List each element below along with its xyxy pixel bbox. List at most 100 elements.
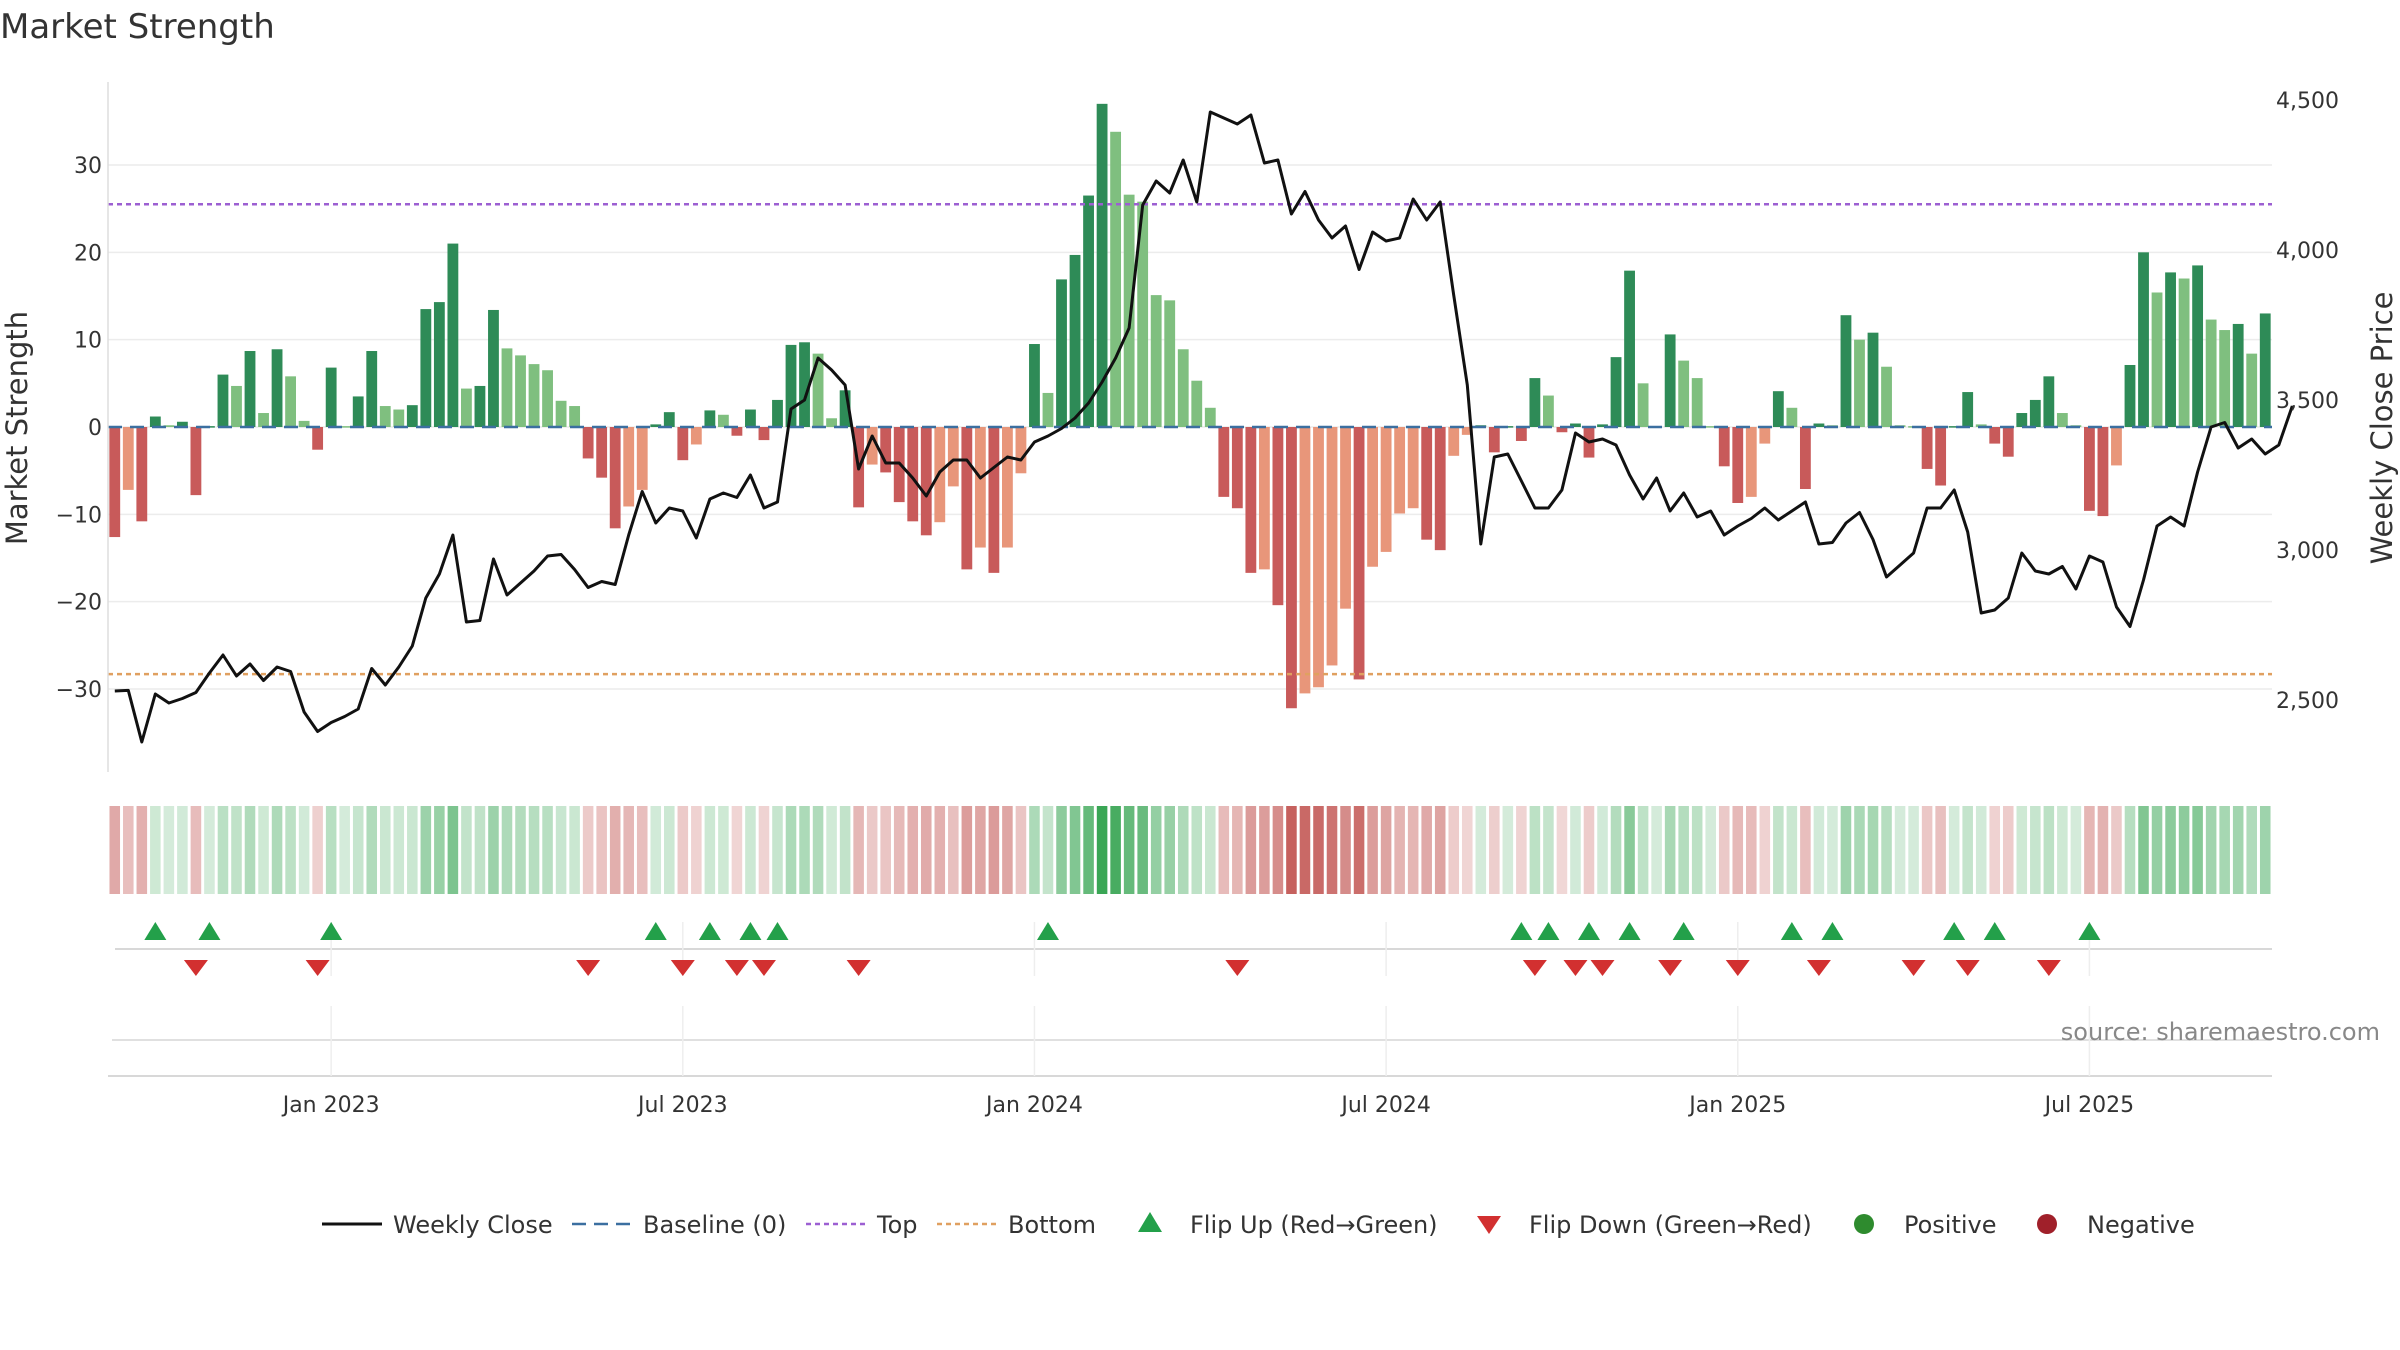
strength-strip-cell [1867,806,1879,894]
strength-bar [1286,427,1297,709]
strength-bar [758,427,770,441]
strength-strip-cell [447,806,459,894]
strength-bar [907,427,919,522]
strength-strip-cell [1556,806,1568,894]
x-tick-label: Jan 2024 [984,1093,1083,1118]
strength-strip-cell [434,806,445,894]
strength-bar [663,412,675,427]
strength-bar [569,406,581,427]
strength-strip-cell [1056,806,1067,894]
strength-strip-cell [231,806,242,894]
strength-strip-cell [542,806,553,894]
strength-bar [461,388,472,427]
strength-bar [799,342,810,427]
strength-strip-cell [474,806,486,894]
legend-label: Bottom [1008,1211,1096,1239]
legend-item: Baseline (0) [572,1211,786,1239]
strength-bar [1678,360,1690,427]
strength-bar [2043,376,2055,427]
strength-bar [176,421,188,427]
strength-bar [1543,395,1554,427]
strength-strip-cell [1042,806,1054,894]
strength-strip-cell [1894,806,1906,894]
strength-bar [582,427,594,459]
strength-bar [1002,427,1013,548]
strength-bar [1881,366,1892,427]
strength-strip-cell [569,806,580,894]
strength-strip-cell [677,806,689,894]
strength-bar [2084,427,2095,511]
strength-bar [2056,413,2068,427]
strength-strip-cell [664,806,675,894]
y-right-tick-label: 3,000 [2276,539,2339,564]
strength-strip-cell [691,806,702,894]
flip-up-marker [1510,922,1533,940]
strength-strip-cell [1205,806,1216,894]
strength-strip-cell [1340,806,1351,894]
strength-bar [2219,330,2231,427]
strength-strip-cell [893,806,905,894]
flip-down-marker [846,960,871,976]
strength-bar [961,427,973,570]
strength-strip-cell [136,806,148,894]
strength-bar [1948,426,1960,428]
flip-down-marker [1590,960,1615,976]
strength-strip-cell [880,806,891,894]
strength-bar [312,427,324,450]
strength-strip-cell [1664,806,1676,894]
strength-strip-cell [1732,806,1744,894]
strength-strip-cell [731,806,743,894]
strength-strip-cell [190,806,202,894]
strength-strip-cell [1448,806,1460,894]
strength-strip-cell [1840,806,1852,894]
strength-strip-cell [2124,806,2136,894]
strength-bar [149,416,161,427]
strength-bar [1515,427,1527,441]
flip-up-marker [320,922,343,940]
strength-strip-cell [853,806,864,894]
strength-strip-cell [244,806,256,894]
strength-bar [1448,427,1460,456]
strength-bar [1867,332,1879,427]
strength-strip-cell [1259,806,1270,894]
strength-strip-cell [1678,806,1689,894]
flip-down-marker [670,960,695,976]
strength-strip-cell [420,806,432,894]
strength-bar [244,351,256,427]
strength-strip-cell [2043,806,2055,894]
strength-strip-cell [1705,806,1716,894]
strength-strip-cell [1773,806,1784,894]
x-tick-label: Jul 2024 [1339,1093,1431,1118]
strength-bar [1096,103,1108,427]
strength-bar [163,425,175,427]
strength-bar [258,413,269,427]
strength-bar [2124,364,2136,427]
strength-strip-cell [1434,806,1446,894]
strength-strip-cell [1583,806,1595,894]
strength-strip-cell [488,806,499,894]
strength-strip-cell [150,806,161,894]
flip-up-marker [766,922,789,940]
strength-strip-cell [515,806,526,894]
strength-strip-cell [2259,806,2271,894]
chart-title: Market Strength [0,7,275,47]
strength-bar [866,427,878,465]
source-credit: source: sharemaestro.com [2061,1018,2380,1046]
flip-down-marker [1955,960,1980,976]
strength-bar [1191,380,1203,427]
strength-strip-cell [2084,806,2095,894]
strength-strip-cell [907,806,919,894]
strength-bar [1718,427,1730,467]
legend-swatch-flip-up [1138,1212,1162,1232]
strength-strip-cell [650,806,662,894]
strength-strip-cell [271,806,283,894]
strength-strip-cell [1461,806,1473,894]
strength-strip-cell [1177,806,1189,894]
flip-up-marker [739,922,762,940]
strength-strip-cell [2016,806,2028,894]
strength-bar [1989,427,2001,444]
strength-bar [650,424,662,427]
flip-down-marker [183,960,208,976]
strength-bar [1691,378,1703,427]
